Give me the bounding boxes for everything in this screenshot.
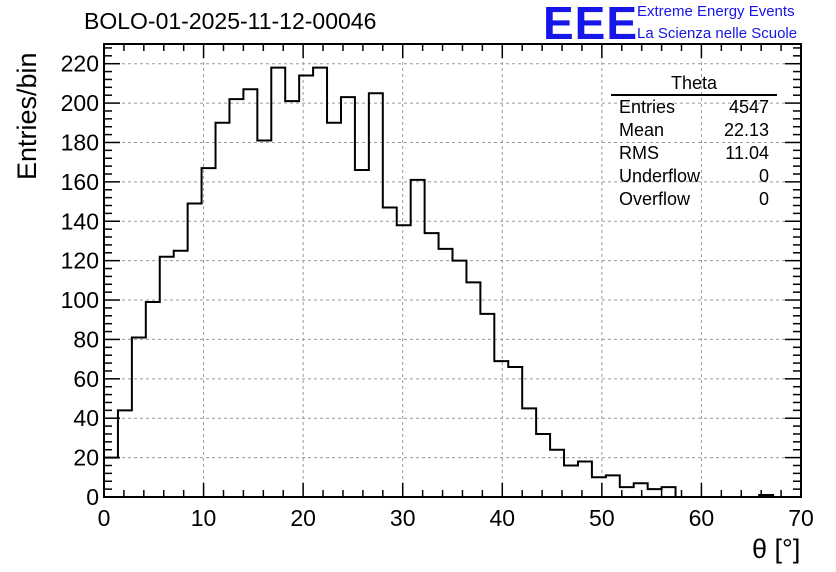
logo-line-2: La Scienza nelle Scuole [637, 25, 798, 42]
stats-box: Theta Entries 4547 Mean 22.13 RMS 11.04 … [611, 74, 777, 211]
stats-value: 0 [758, 189, 769, 209]
stats-row-rms: RMS 11.04 [611, 142, 777, 165]
y-tick-label: 140 [61, 208, 99, 234]
y-tick-label: 220 [61, 51, 99, 77]
x-tick-label: 40 [489, 505, 515, 531]
logo-line-1: Extreme Energy Events [637, 3, 795, 20]
y-tick-label: 0 [86, 484, 99, 510]
x-tick-label: 70 [788, 505, 814, 531]
stats-label: Overflow [619, 189, 691, 209]
y-tick-label: 80 [73, 326, 99, 352]
stats-row-overflow: Overflow 0 [611, 188, 777, 211]
histogram-series-theta [103, 66, 801, 498]
y-tick-label: 200 [61, 90, 99, 116]
y-tick-label: 160 [61, 169, 99, 195]
y-tick-label: 120 [61, 248, 99, 274]
x-tick-label: 20 [290, 505, 316, 531]
x-tick-label: 50 [589, 505, 615, 531]
y-axis-label: Entries/bin [12, 52, 42, 180]
stats-label: RMS [619, 143, 659, 163]
plot-frame [103, 43, 802, 498]
eee-logo: EEE [543, 0, 639, 49]
stats-value: 0 [758, 166, 769, 186]
stats-value: 4547 [728, 97, 769, 117]
x-tick-label: 0 [98, 505, 111, 531]
x-tick-label: 10 [191, 505, 217, 531]
stats-title: Theta [611, 74, 777, 96]
y-tick-label: 60 [73, 366, 99, 392]
stats-row-underflow: Underflow 0 [611, 165, 777, 188]
x-tick-label: 30 [390, 505, 416, 531]
y-tick-label: 100 [61, 287, 99, 313]
stats-row-mean: Mean 22.13 [611, 119, 777, 142]
stats-label: Underflow [619, 166, 701, 186]
stats-value: 11.04 [725, 143, 769, 163]
stats-row-entries: Entries 4547 [611, 96, 777, 119]
x-tick-label: 60 [689, 505, 715, 531]
y-tick-label: 180 [61, 129, 99, 155]
stats-label: Mean [619, 120, 665, 140]
y-tick-label: 40 [73, 405, 99, 431]
chart-title: BOLO-01-2025-11-12-00046 [84, 8, 377, 34]
stats-value: 22.13 [723, 120, 769, 140]
y-tick-label: 20 [73, 445, 99, 471]
stats-label: Entries [619, 97, 676, 117]
plot-area [104, 44, 801, 497]
x-axis-label: θ [°] [752, 534, 801, 564]
